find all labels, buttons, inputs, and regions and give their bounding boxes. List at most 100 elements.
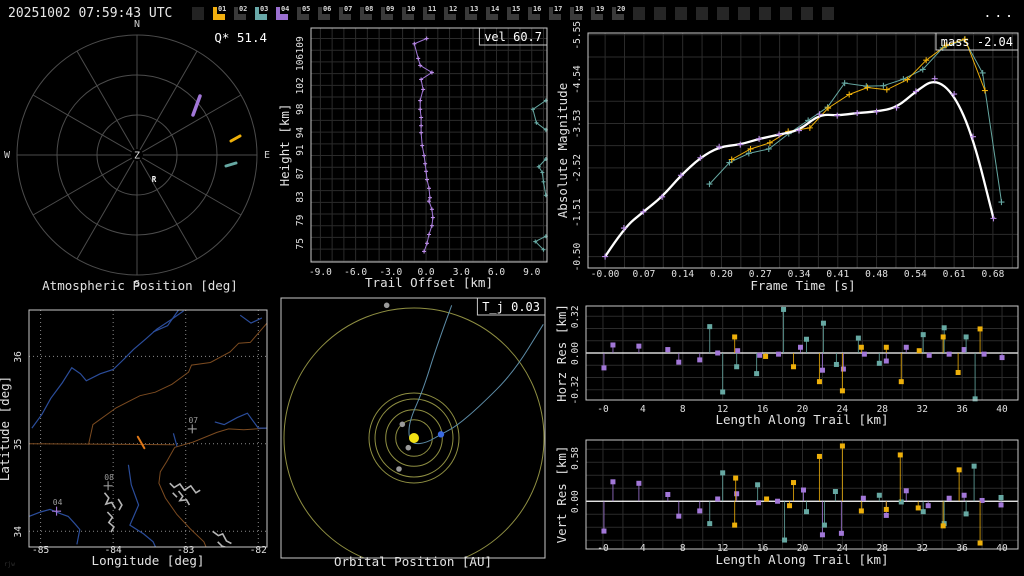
y-tick: 34 — [13, 526, 24, 538]
frame-square-unused[interactable] — [780, 6, 793, 20]
y-tick: 0.00 — [570, 490, 581, 513]
y-tick: -0.50 — [572, 243, 583, 272]
frame-square-06[interactable]: 06 — [318, 5, 332, 20]
x-tick: -9.0 — [309, 267, 332, 278]
trail_offset-ylabel: Height [km] — [277, 104, 292, 187]
planet-orbit — [395, 419, 433, 457]
x-tick: 0.27 — [749, 269, 772, 280]
frame-square-unused[interactable] — [738, 6, 751, 20]
frame-square-09[interactable]: 09 — [381, 4, 395, 20]
y-tick: 83 — [295, 191, 306, 202]
urban-area — [177, 490, 191, 506]
frame-square-05[interactable]: 05 — [297, 4, 311, 20]
x-tick: 12 — [717, 543, 728, 554]
frame-square-unused[interactable] — [696, 6, 709, 20]
plot-frame — [585, 439, 1019, 550]
plot-frame — [587, 32, 1019, 269]
map-ylabel: Latitude [deg] — [0, 376, 12, 481]
annotation-atmospheric: Q* 51.4 — [214, 30, 267, 45]
plot-frame — [585, 305, 1019, 401]
x-tick: -82 — [250, 545, 267, 556]
state-border — [158, 447, 207, 547]
map-xlabel: Longitude [deg] — [92, 553, 205, 568]
frame-square-label: 03 — [258, 4, 269, 14]
polar-trail-04 — [191, 94, 202, 117]
x-tick: 40 — [996, 543, 1008, 554]
frame-square-17[interactable]: 17 — [549, 4, 563, 20]
x-tick: 0.0 — [417, 267, 434, 278]
trail_offset-xlabel: Trail Offset [km] — [365, 275, 493, 290]
timestamp: 20251002 07:59:43 UTC — [8, 5, 173, 21]
frame-square-08[interactable]: 08 — [360, 5, 374, 20]
station-label-04: 04 — [53, 498, 63, 507]
frame-square-unused[interactable] — [822, 6, 835, 20]
frame-square-label: 20 — [615, 4, 626, 14]
x-tick: 8 — [680, 404, 686, 415]
y-tick: 36 — [13, 351, 24, 363]
frame-square-16[interactable]: 16 — [528, 4, 542, 20]
magnitude-chart: -0.00 0.07 0.14 0.20 0.27 0.34 0.41 0.48 0.54 0.6… — [555, 21, 1019, 293]
earth-dot — [437, 431, 445, 438]
top-bar: 20251002 07:59:43 UTC 01 02 03 04 05 06 07 08 09… — [0, 0, 1024, 26]
river — [172, 433, 178, 447]
frame-square-label: 13 — [468, 4, 479, 14]
y-tick: 35 — [13, 439, 24, 450]
frame-square-unused[interactable] — [654, 6, 667, 20]
overflow-menu-button[interactable]: ... — [983, 5, 1016, 21]
plot-frame — [28, 309, 268, 548]
frame-square-10[interactable]: 10 — [402, 5, 416, 20]
frame-square-18[interactable]: 18 — [570, 4, 584, 20]
y-tick: -2.52 — [572, 154, 583, 183]
x-tick: 32 — [916, 404, 927, 415]
frame-square-unused[interactable] — [759, 6, 772, 20]
y-tick: 87 — [295, 168, 306, 179]
frame-square-unused[interactable] — [801, 6, 814, 20]
frame-square-07[interactable]: 07 — [339, 4, 353, 20]
urban-area — [212, 530, 232, 545]
frame-square-12[interactable]: 12 — [444, 5, 458, 20]
y-tick: -4.54 — [572, 65, 583, 94]
orbital-chart: T_j 0.03 Orbital Position [AU] — [280, 297, 546, 569]
frame-square-02[interactable]: 02 — [234, 5, 248, 20]
frame-square-label: 19 — [594, 4, 605, 14]
x-tick: 0.54 — [904, 269, 927, 280]
annotation-box — [935, 32, 1019, 51]
frame-square-unused[interactable] — [633, 6, 646, 20]
frame-square-20[interactable]: 20 — [612, 4, 626, 20]
x-tick: 4 — [640, 404, 646, 415]
frame-square-14[interactable]: 14 — [486, 5, 500, 20]
river — [29, 508, 81, 545]
frame-square-label: 16 — [531, 4, 542, 14]
frame-square-13[interactable]: 13 — [465, 4, 479, 20]
x-tick: 28 — [877, 543, 889, 554]
planet-orbit — [283, 307, 545, 558]
frame-square-03[interactable]: 03 — [255, 4, 269, 20]
annotation-trail_offset: vel 60.7 — [484, 30, 542, 44]
frame-square-label: 04 — [279, 4, 290, 14]
frame-square-label: 18 — [573, 4, 584, 14]
x-tick: 0.68 — [981, 269, 1004, 280]
frame-square-unused[interactable] — [675, 6, 688, 20]
urban-area — [117, 498, 123, 511]
frame-square-label: 07 — [342, 4, 353, 14]
planet-dot — [399, 421, 406, 428]
frame-square-unused[interactable] — [717, 6, 730, 20]
frame-square-19[interactable]: 19 — [591, 4, 605, 20]
frame-square-04[interactable]: 04 — [276, 4, 290, 20]
frame-square-label: 05 — [300, 4, 311, 14]
compass-n: N — [134, 19, 140, 30]
frame-square-15[interactable]: 15 — [507, 5, 521, 20]
annotation-orbital: T_j 0.03 — [482, 300, 540, 314]
planet-orbit — [374, 398, 454, 478]
frame-square-label: 17 — [552, 4, 563, 14]
y-tick: 0.58 — [570, 447, 581, 470]
frame-square-11[interactable]: 11 — [423, 5, 437, 20]
frame-square-label: 09 — [384, 4, 395, 14]
frame-square-01[interactable]: 01 — [213, 5, 227, 20]
annotation-box — [476, 297, 546, 316]
river — [214, 412, 267, 429]
x-tick: 0.41 — [826, 269, 849, 280]
frame-square-empty[interactable] — [192, 6, 205, 20]
y-tick: 91 — [295, 144, 306, 156]
x-tick: 0.48 — [865, 269, 888, 280]
